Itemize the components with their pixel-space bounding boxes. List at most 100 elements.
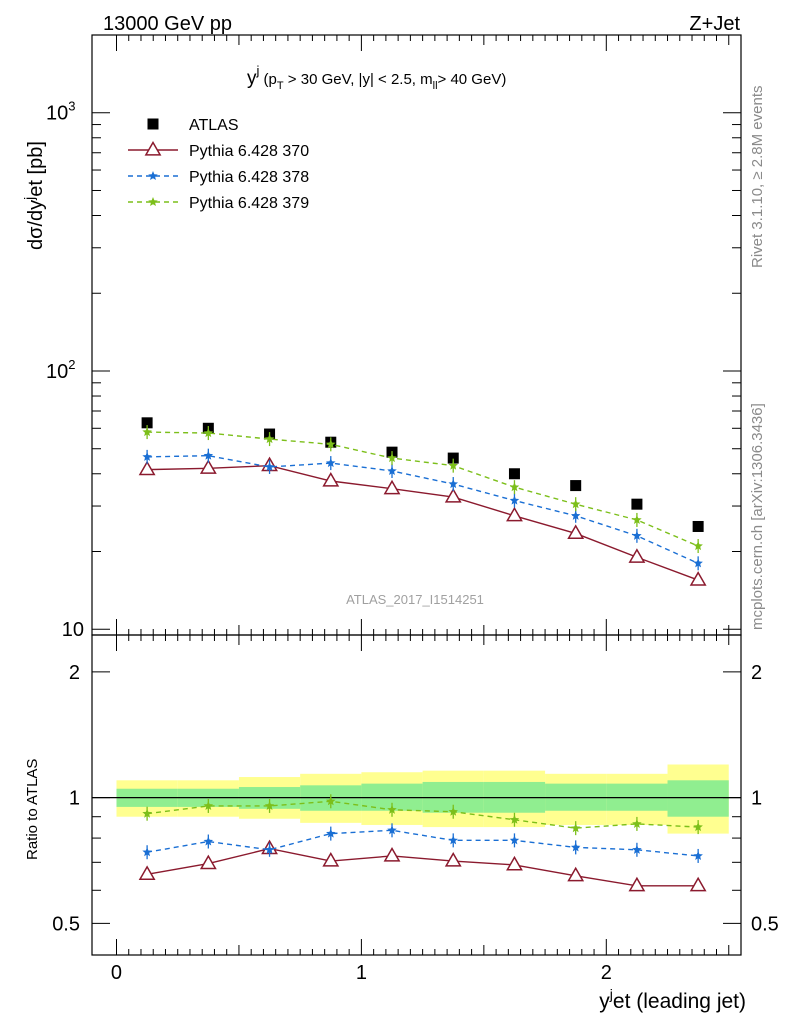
main-series-1-point <box>138 460 156 476</box>
ratio-series-2-point <box>448 806 458 816</box>
main-series-3-line <box>147 431 699 547</box>
main-series-1-point <box>383 479 401 495</box>
process-label: Z+Jet <box>689 13 740 35</box>
main-series-0-point <box>141 417 153 429</box>
main-series-2-point <box>509 495 520 505</box>
main-series-0-point <box>508 468 520 480</box>
ratio-series-0-point <box>138 865 156 880</box>
main-series-3-point <box>448 460 458 470</box>
x-axis-label: yjet (leading jet) <box>599 986 746 1013</box>
energy-label: 13000 GeV pp <box>103 13 232 35</box>
main-series-0-point <box>447 452 459 464</box>
ratio-series-0-point <box>444 852 462 867</box>
y-tick-label: 102 <box>46 357 75 383</box>
main-series-2-point <box>264 461 275 472</box>
ratio-frame <box>91 634 742 956</box>
ratio-series-1-line <box>146 829 699 857</box>
ratio-series-0-point <box>567 866 585 882</box>
ratio-series-0-point <box>628 876 646 892</box>
main-series-2-point <box>448 479 458 489</box>
rivet-version-label: Rivet 3.1.10, ≥ 2.8M events <box>749 86 766 269</box>
ratio-series-1-point <box>203 836 214 846</box>
ratio-series-1-point <box>387 825 397 835</box>
main-series-0-point <box>631 498 643 510</box>
ratio-series-2-point <box>203 800 214 810</box>
main-series-2-point <box>387 465 397 476</box>
ratio-series-2-point <box>387 804 397 814</box>
legend-label-3: Pythia 6.428 379 <box>189 195 309 212</box>
ratio-panel: 0 1 2 0.5 0.5 1 1 2 2 <box>52 634 779 984</box>
main-series-2-point <box>570 510 581 520</box>
ratio-y-tick-label-right: 2 <box>751 662 762 684</box>
ratio-series-0-point <box>322 852 340 867</box>
plot-title: yj (pT > 30 GeV, |y| < 2.5, mll> 40 GeV) <box>247 63 506 92</box>
ratio-series-1-point <box>142 847 152 857</box>
ratio-y-tick-label: 1 <box>69 788 80 810</box>
legend-marker-2 <box>148 171 158 181</box>
main-panel: 10 102 103 ATLAS Pythia 6.428 370 Pythia 6.42… <box>46 34 742 641</box>
ratio-series-2-point <box>570 823 581 833</box>
legend-label-1: Pythia 6.428 370 <box>189 143 309 160</box>
main-series-3-point <box>142 427 152 437</box>
main-series-3-point <box>509 482 520 492</box>
ratio-series-2-point <box>326 796 336 806</box>
analysis-watermark: ATLAS_2017_I1514251 <box>346 592 484 607</box>
ratio-y-axis-label: Ratio to ATLAS <box>24 759 41 860</box>
x-tick-label: 0 <box>111 962 122 984</box>
main-series-3-point <box>570 499 581 509</box>
main-series-3-point <box>693 541 703 551</box>
legend-label-2: Pythia 6.428 378 <box>189 169 309 186</box>
main-series-2-point <box>693 558 703 568</box>
legend-marker-1 <box>144 140 162 156</box>
ratio-y-tick-label: 2 <box>69 662 80 684</box>
main-series-1-point <box>322 471 340 487</box>
main-series-3-point <box>387 453 397 463</box>
main-series-1-point <box>199 459 217 474</box>
main-y-axis-label: dσ/dyjet [pb] <box>21 141 47 250</box>
mcplots-label: mcplots.cern.ch [arXiv:1306.3436] <box>749 403 766 630</box>
ratio-series-1-point <box>509 835 520 845</box>
ratio-series-2-point <box>142 808 152 818</box>
legend-label-0: ATLAS <box>189 117 239 134</box>
ratio-series-0-point <box>506 855 523 871</box>
ratio-series-0-point <box>199 854 217 870</box>
ratio-series-1-point <box>693 850 703 860</box>
x-tick-label: 1 <box>356 962 367 984</box>
main-series-1-line <box>147 464 699 581</box>
main-series-2-line <box>147 454 699 564</box>
ratio-series-2-point <box>264 800 275 810</box>
ratio-series-2-line <box>147 800 699 829</box>
main-series-3-point <box>326 439 336 449</box>
main-series-1-point <box>628 548 646 563</box>
ratio-series-1-point <box>448 835 458 845</box>
main-series-0-point <box>692 520 704 532</box>
ratio-series-0-point <box>689 876 707 892</box>
ratio-series-2-point <box>632 818 642 828</box>
y-tick-label: 103 <box>46 99 75 125</box>
ratio-series-2-point <box>509 814 520 824</box>
ratio-series-1-point <box>632 844 642 854</box>
y-tick-label: 10 <box>62 619 84 641</box>
main-series-2-point <box>632 530 642 540</box>
main-series-2-point <box>142 451 152 461</box>
ratio-series-0-line <box>146 847 699 887</box>
main-series-2-point <box>326 458 336 468</box>
main-series-1-point <box>506 506 523 522</box>
main-series-3-point <box>632 514 642 524</box>
legend: ATLAS Pythia 6.428 370 Pythia 6.428 378 Pyt… <box>128 117 309 212</box>
main-series-0-point <box>570 480 582 492</box>
ratio-y-tick-label-right: 0.5 <box>751 913 779 935</box>
legend-marker-3 <box>148 197 158 207</box>
ratio-series-0-point <box>383 846 401 862</box>
stat-uncertainty-band <box>667 780 729 817</box>
ratio-y-tick-label-right: 1 <box>751 788 762 810</box>
main-series-1-point <box>444 488 462 503</box>
ratio-y-tick-label: 0.5 <box>52 913 80 935</box>
ratio-series-1-point <box>570 842 581 852</box>
main-series-1-point <box>567 524 585 540</box>
ratio-series-2-point <box>693 822 703 832</box>
main-series-1-point <box>689 571 707 586</box>
main-series-3-point <box>264 434 275 444</box>
